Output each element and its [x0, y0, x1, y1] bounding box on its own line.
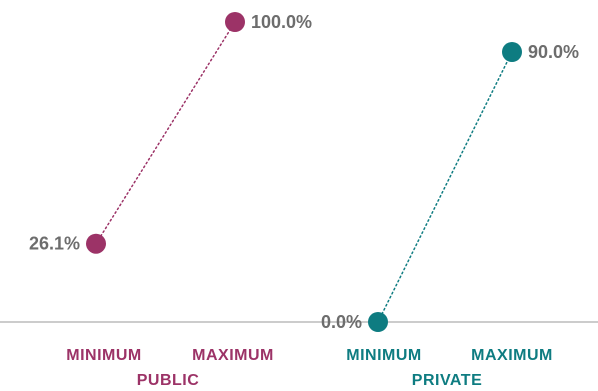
public-group-label: PUBLIC: [137, 372, 200, 389]
private-max-point: [502, 42, 522, 62]
group-public: 26.1% 100.0% MINIMUM MAXIMUM PUBLIC: [29, 12, 312, 389]
public-max-category: MAXIMUM: [192, 347, 274, 364]
private-min-label: 0.0%: [321, 312, 362, 332]
private-connector: [377, 51, 513, 323]
private-max-category: MAXIMUM: [471, 347, 553, 364]
public-connector: [95, 21, 236, 245]
private-group-label: PRIVATE: [412, 372, 482, 389]
public-max-label: 100.0%: [251, 12, 312, 32]
private-min-category: MINIMUM: [346, 347, 421, 364]
private-min-point: [368, 312, 388, 332]
public-min-point: [86, 233, 106, 254]
public-min-label: 26.1%: [29, 234, 80, 254]
public-min-category: MINIMUM: [66, 347, 141, 364]
public-max-point: [225, 12, 245, 32]
private-max-label: 90.0%: [528, 42, 579, 62]
group-private: 0.0% 90.0% MINIMUM MAXIMUM PRIVATE: [321, 42, 579, 389]
